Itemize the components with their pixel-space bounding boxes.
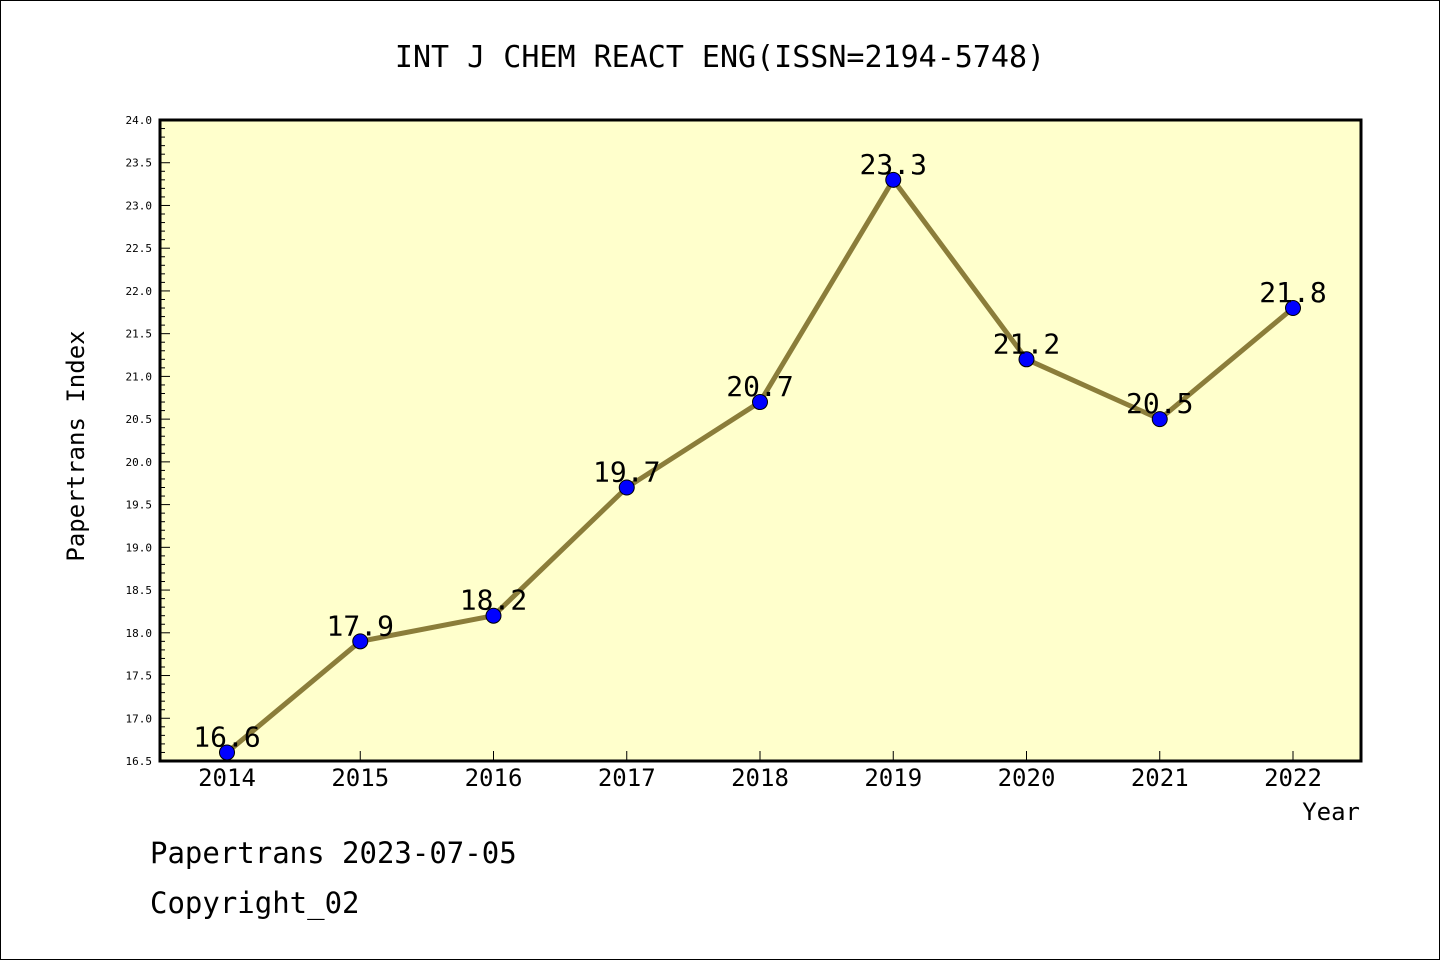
- data-point: [1151, 411, 1168, 428]
- y-tick-label: 22.0: [126, 285, 153, 298]
- data-point: [1285, 300, 1301, 317]
- data-label: 19.7: [593, 456, 660, 489]
- y-tick-label: 21.5: [126, 328, 153, 341]
- y-tick-label: 23.0: [126, 199, 153, 212]
- y-tick-label: 20.5: [126, 413, 153, 426]
- x-tick-label: 2021: [1131, 764, 1189, 792]
- y-tick-label: 17.0: [126, 712, 153, 725]
- data-point: [618, 479, 635, 496]
- data-point: [752, 394, 768, 411]
- y-tick-label: 19.0: [126, 541, 153, 554]
- x-tick-label: 2016: [465, 764, 523, 792]
- x-tick-label: 2018: [731, 764, 789, 792]
- data-point: [352, 633, 369, 650]
- y-tick-label: 19.5: [126, 499, 153, 512]
- y-tick-label: 24.0: [126, 114, 153, 127]
- x-tick-label: 2015: [331, 764, 389, 792]
- y-tick-label: 18.5: [126, 584, 153, 597]
- chart-title: INT J CHEM REACT ENG(ISSN=2194-5748): [395, 40, 1045, 75]
- x-tick-label: 2019: [864, 764, 922, 792]
- x-tick-label: 2020: [998, 764, 1056, 792]
- data-label: 18.2: [460, 584, 527, 617]
- y-axis-label: Papertrans Index: [62, 330, 90, 561]
- data-point: [485, 607, 502, 624]
- data-label: 16.6: [193, 720, 260, 753]
- series: [219, 171, 1301, 761]
- y-tick-label: 22.5: [126, 242, 153, 255]
- data-label: 20.7: [726, 370, 793, 403]
- y-tick-label: 16.5: [126, 755, 153, 768]
- x-axis: 2014 2015 2016 2017 2018 2019 2020 2021 2022: [198, 751, 1322, 792]
- data-label: 20.5: [1126, 387, 1193, 420]
- data-point: [885, 171, 902, 188]
- data-labels: 16.6 17.9 18.2 19.7 20.7 23.3 21.2 20.5 21.8: [193, 148, 1326, 754]
- data-label: 17.9: [327, 609, 394, 642]
- x-tick-label: 2022: [1264, 764, 1322, 792]
- footer-date: Papertrans 2023-07-05: [150, 836, 517, 870]
- y-tick-label: 18.0: [126, 627, 153, 640]
- y-tick-label: 17.5: [126, 670, 153, 683]
- footer-copyright: Copyright_02: [150, 886, 360, 920]
- data-label: 21.2: [993, 327, 1060, 360]
- data-point: [219, 744, 235, 761]
- y-tick-label: 21.0: [126, 370, 153, 383]
- x-tick-label: 2014: [198, 764, 256, 792]
- x-tick-label: 2017: [598, 764, 656, 792]
- y-tick-label: 23.5: [126, 157, 153, 170]
- data-label: 23.3: [860, 148, 927, 181]
- y-axis: 16.5 17.0 17.5 18.0 18.5 19.0 19.5 20.0 20.5 21.0…: [126, 114, 170, 768]
- data-point: [1018, 351, 1035, 368]
- y-tick-label: 20.0: [126, 456, 153, 469]
- x-axis-label: Year: [1302, 798, 1360, 826]
- plot-area: [158, 118, 1363, 763]
- data-label: 21.8: [1259, 276, 1326, 309]
